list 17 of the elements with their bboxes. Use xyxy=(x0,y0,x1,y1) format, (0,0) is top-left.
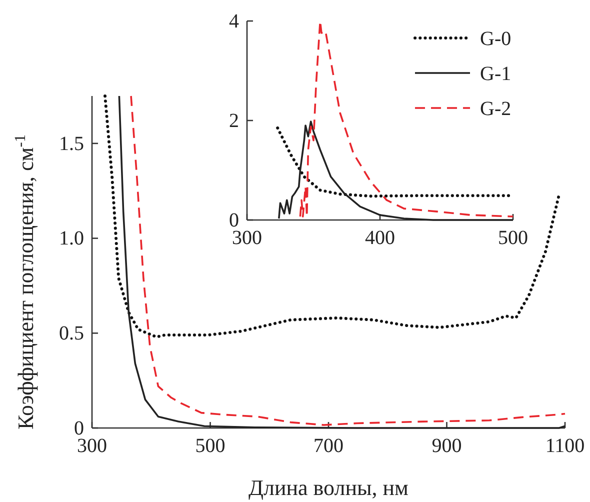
legend-label: G-1 xyxy=(480,63,512,85)
y-tick-label: 2 xyxy=(229,110,239,132)
legend-label: G-2 xyxy=(480,98,512,120)
line-series xyxy=(104,94,561,338)
x-tick-label: 1100 xyxy=(545,435,585,458)
x-axis-title: Длина волны, нм xyxy=(248,475,409,500)
x-tick-label: 500 xyxy=(498,227,528,250)
y-tick-label: 4 xyxy=(229,10,239,32)
y-tick-label: 1.5 xyxy=(59,132,84,155)
x-tick-label: 700 xyxy=(314,435,344,458)
x-tick-label: 400 xyxy=(365,227,395,250)
y-tick-label: 1.0 xyxy=(59,228,84,250)
line-series xyxy=(278,120,514,221)
x-tick-label: 900 xyxy=(432,435,462,458)
x-tick-label: 500 xyxy=(195,435,226,458)
legend-label: G-0 xyxy=(480,28,512,50)
y-tick-label: 0.5 xyxy=(59,322,84,345)
